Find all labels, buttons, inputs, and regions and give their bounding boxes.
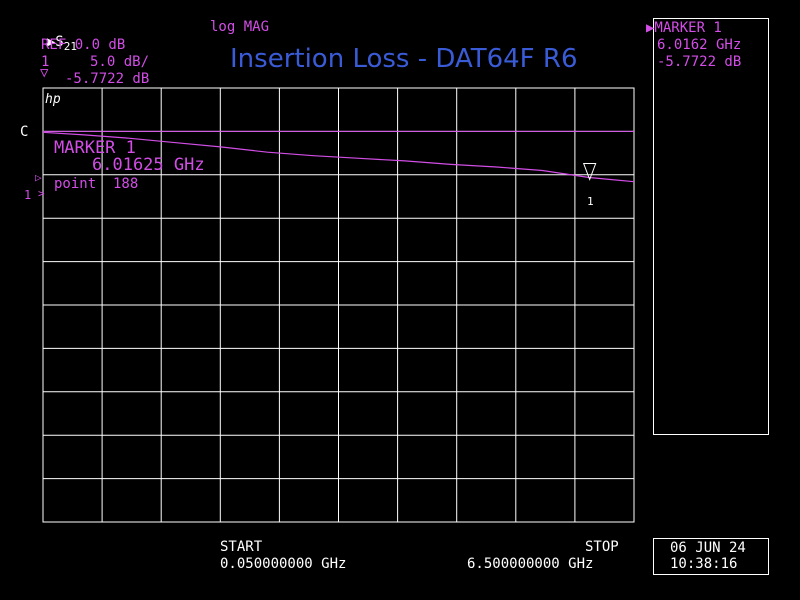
time-label: 10:38:16 <box>670 556 738 572</box>
channel-indicator: ▶S21 <box>30 20 77 54</box>
series-line-0 <box>42 131 635 183</box>
plot-marker-freq: 6.01625 GHz <box>92 155 205 175</box>
scale-index: 1 <box>41 54 50 70</box>
trace-group <box>42 131 635 183</box>
c-label: C <box>20 124 29 140</box>
format-label: log MAG <box>210 19 270 35</box>
marker-panel-value: -5.7722 dB <box>657 54 742 70</box>
scale-label: 5.0 dB/ <box>90 54 150 70</box>
channel-arrow-icon: ▶ <box>46 34 56 50</box>
marker-triangle-icon: ▽ <box>40 65 49 81</box>
marker-tag-label: 1 <box>587 195 594 208</box>
ref-line-arrow-icon: > <box>38 187 45 200</box>
ref-arrow-icon: ▷ <box>35 171 42 184</box>
chart-title: Insertion Loss - DAT64F R6 <box>230 44 578 74</box>
plot-grid <box>42 87 635 523</box>
marker-panel <box>653 18 769 435</box>
ref-line-label: 1 <box>24 188 32 202</box>
param-subscript: 21 <box>63 39 77 53</box>
plot-marker-title: MARKER 1 <box>54 138 136 158</box>
datetime-box <box>653 538 769 575</box>
marker-point <box>582 163 597 181</box>
stop-label: STOP <box>585 539 619 555</box>
start-label: START <box>220 539 263 555</box>
marker-panel-freq: 6.0162 GHz <box>657 37 742 53</box>
marker-group <box>582 163 597 181</box>
param-label: S <box>55 34 64 50</box>
marker-panel-title: ▶MARKER 1 <box>646 20 722 36</box>
marker-value-readout: -5.7722 dB <box>65 71 150 87</box>
ref-label: REF 0.0 dB <box>41 37 126 53</box>
start-value: 0.050000000 GHz <box>220 556 347 572</box>
date-label: 06 JUN 24 <box>670 540 746 556</box>
hp-logo: hp <box>45 92 61 107</box>
stop-value: 6.500000000 GHz <box>467 556 594 572</box>
plot-marker-point: point 188 <box>54 176 139 192</box>
